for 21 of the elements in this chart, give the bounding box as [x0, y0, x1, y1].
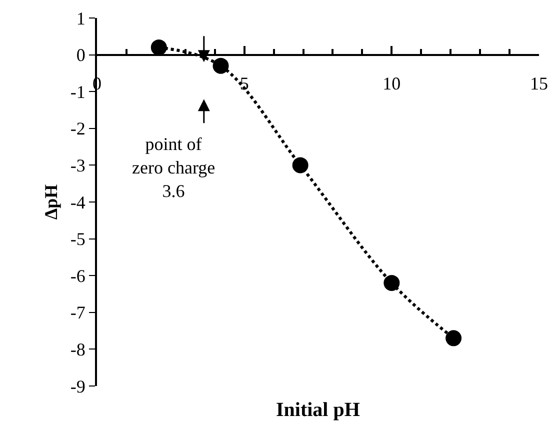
y-tick-label: -9 — [70, 376, 86, 396]
y-tick-label: -2 — [70, 118, 86, 139]
point — [384, 274, 400, 291]
y-tick-label: -3 — [70, 156, 86, 176]
annotation: point of zero charge 3.6 — [132, 134, 216, 201]
point — [150, 39, 167, 56]
point — [292, 157, 308, 174]
point — [446, 330, 462, 346]
y-tick-label: -1 — [70, 82, 86, 102]
point — [212, 58, 229, 74]
y-axis-title: ΔpH — [41, 184, 62, 220]
y-tick-label: 0 — [76, 45, 86, 66]
y-tick-label: 1 — [76, 8, 86, 28]
x-tick-label: 10 — [382, 73, 401, 94]
y-tick-label: -5 — [70, 229, 86, 250]
y-tick-label: -8 — [70, 340, 86, 360]
x-axis-title: Initial pH — [276, 399, 360, 421]
y-tick-label: -7 — [70, 302, 86, 323]
x-tick-label: 15 — [530, 73, 548, 94]
y-tick-label: -4 — [70, 192, 86, 212]
y-tick-label: -6 — [70, 266, 86, 286]
